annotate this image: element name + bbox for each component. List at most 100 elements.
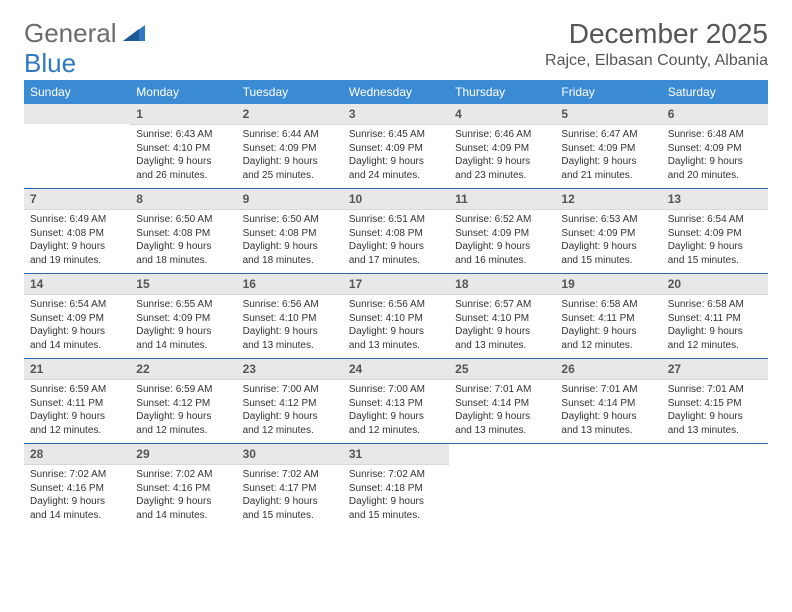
sunset-text: Sunset: 4:14 PM	[455, 397, 549, 411]
day-info	[662, 450, 768, 508]
day-info: Sunrise: 7:01 AMSunset: 4:14 PMDaylight:…	[555, 380, 661, 443]
daylight-text: Daylight: 9 hours and 19 minutes.	[30, 240, 124, 267]
date-number: 27	[662, 359, 768, 380]
date-number: 30	[237, 444, 343, 465]
sunrise-text: Sunrise: 6:53 AM	[561, 213, 655, 227]
day-info: Sunrise: 7:00 AMSunset: 4:13 PMDaylight:…	[343, 380, 449, 443]
date-number: 24	[343, 359, 449, 380]
weekday-header-cell: Wednesday	[343, 80, 449, 104]
sunrise-text: Sunrise: 6:45 AM	[349, 128, 443, 142]
day-cell	[555, 444, 661, 528]
week-row: 1Sunrise: 6:43 AMSunset: 4:10 PMDaylight…	[24, 104, 768, 189]
date-number: 22	[130, 359, 236, 380]
day-cell: 1Sunrise: 6:43 AMSunset: 4:10 PMDaylight…	[130, 104, 236, 188]
date-number	[24, 104, 130, 124]
day-info	[24, 124, 130, 182]
day-info: Sunrise: 7:02 AMSunset: 4:18 PMDaylight:…	[343, 465, 449, 528]
daylight-text: Daylight: 9 hours and 13 minutes.	[561, 410, 655, 437]
day-cell	[449, 444, 555, 528]
day-info: Sunrise: 6:57 AMSunset: 4:10 PMDaylight:…	[449, 295, 555, 358]
sunset-text: Sunset: 4:12 PM	[136, 397, 230, 411]
day-cell: 6Sunrise: 6:48 AMSunset: 4:09 PMDaylight…	[662, 104, 768, 188]
day-info: Sunrise: 6:46 AMSunset: 4:09 PMDaylight:…	[449, 125, 555, 188]
sunset-text: Sunset: 4:09 PM	[455, 227, 549, 241]
weekday-header-cell: Monday	[130, 80, 236, 104]
sunset-text: Sunset: 4:10 PM	[136, 142, 230, 156]
sunset-text: Sunset: 4:09 PM	[455, 142, 549, 156]
sunset-text: Sunset: 4:10 PM	[455, 312, 549, 326]
day-info: Sunrise: 7:02 AMSunset: 4:16 PMDaylight:…	[130, 465, 236, 528]
day-cell: 9Sunrise: 6:50 AMSunset: 4:08 PMDaylight…	[237, 189, 343, 273]
day-info: Sunrise: 7:02 AMSunset: 4:17 PMDaylight:…	[237, 465, 343, 528]
day-info: Sunrise: 6:45 AMSunset: 4:09 PMDaylight:…	[343, 125, 449, 188]
sunset-text: Sunset: 4:09 PM	[243, 142, 337, 156]
day-cell: 18Sunrise: 6:57 AMSunset: 4:10 PMDayligh…	[449, 274, 555, 358]
sunrise-text: Sunrise: 7:02 AM	[349, 468, 443, 482]
date-number: 4	[449, 104, 555, 125]
weekday-header-row: SundayMondayTuesdayWednesdayThursdayFrid…	[24, 80, 768, 104]
date-number: 29	[130, 444, 236, 465]
day-info: Sunrise: 7:00 AMSunset: 4:12 PMDaylight:…	[237, 380, 343, 443]
sunset-text: Sunset: 4:12 PM	[243, 397, 337, 411]
date-number: 20	[662, 274, 768, 295]
date-number: 3	[343, 104, 449, 125]
daylight-text: Daylight: 9 hours and 15 minutes.	[243, 495, 337, 522]
brand-logo: General	[24, 18, 147, 49]
sunset-text: Sunset: 4:10 PM	[243, 312, 337, 326]
sunset-text: Sunset: 4:13 PM	[349, 397, 443, 411]
sunset-text: Sunset: 4:11 PM	[668, 312, 762, 326]
sunset-text: Sunset: 4:10 PM	[349, 312, 443, 326]
daylight-text: Daylight: 9 hours and 13 minutes.	[455, 410, 549, 437]
sunrise-text: Sunrise: 6:56 AM	[243, 298, 337, 312]
daylight-text: Daylight: 9 hours and 18 minutes.	[136, 240, 230, 267]
sunrise-text: Sunrise: 7:01 AM	[455, 383, 549, 397]
daylight-text: Daylight: 9 hours and 13 minutes.	[455, 325, 549, 352]
week-row: 28Sunrise: 7:02 AMSunset: 4:16 PMDayligh…	[24, 444, 768, 528]
day-info	[555, 450, 661, 508]
sunrise-text: Sunrise: 6:46 AM	[455, 128, 549, 142]
day-cell	[662, 444, 768, 528]
date-number: 14	[24, 274, 130, 295]
location-text: Rajce, Elbasan County, Albania	[545, 52, 768, 70]
sunrise-text: Sunrise: 6:59 AM	[30, 383, 124, 397]
day-info: Sunrise: 6:56 AMSunset: 4:10 PMDaylight:…	[343, 295, 449, 358]
date-number: 23	[237, 359, 343, 380]
sunset-text: Sunset: 4:08 PM	[30, 227, 124, 241]
day-info: Sunrise: 6:53 AMSunset: 4:09 PMDaylight:…	[555, 210, 661, 273]
sunset-text: Sunset: 4:08 PM	[349, 227, 443, 241]
date-number: 7	[24, 189, 130, 210]
day-cell: 13Sunrise: 6:54 AMSunset: 4:09 PMDayligh…	[662, 189, 768, 273]
sunrise-text: Sunrise: 7:02 AM	[136, 468, 230, 482]
day-info: Sunrise: 6:44 AMSunset: 4:09 PMDaylight:…	[237, 125, 343, 188]
sunrise-text: Sunrise: 6:56 AM	[349, 298, 443, 312]
sunrise-text: Sunrise: 6:54 AM	[30, 298, 124, 312]
day-cell: 8Sunrise: 6:50 AMSunset: 4:08 PMDaylight…	[130, 189, 236, 273]
daylight-text: Daylight: 9 hours and 12 minutes.	[243, 410, 337, 437]
sunrise-text: Sunrise: 6:57 AM	[455, 298, 549, 312]
daylight-text: Daylight: 9 hours and 14 minutes.	[30, 495, 124, 522]
sunset-text: Sunset: 4:16 PM	[136, 482, 230, 496]
day-info: Sunrise: 7:01 AMSunset: 4:14 PMDaylight:…	[449, 380, 555, 443]
weekday-header-cell: Tuesday	[237, 80, 343, 104]
daylight-text: Daylight: 9 hours and 15 minutes.	[668, 240, 762, 267]
brand-part1: General	[24, 18, 117, 49]
day-cell: 11Sunrise: 6:52 AMSunset: 4:09 PMDayligh…	[449, 189, 555, 273]
date-number: 25	[449, 359, 555, 380]
daylight-text: Daylight: 9 hours and 15 minutes.	[561, 240, 655, 267]
daylight-text: Daylight: 9 hours and 12 minutes.	[136, 410, 230, 437]
daylight-text: Daylight: 9 hours and 24 minutes.	[349, 155, 443, 182]
date-number: 1	[130, 104, 236, 125]
day-cell: 31Sunrise: 7:02 AMSunset: 4:18 PMDayligh…	[343, 444, 449, 528]
sunrise-text: Sunrise: 7:02 AM	[243, 468, 337, 482]
day-cell: 26Sunrise: 7:01 AMSunset: 4:14 PMDayligh…	[555, 359, 661, 443]
sunrise-text: Sunrise: 6:52 AM	[455, 213, 549, 227]
day-info: Sunrise: 6:54 AMSunset: 4:09 PMDaylight:…	[24, 295, 130, 358]
daylight-text: Daylight: 9 hours and 13 minutes.	[243, 325, 337, 352]
date-number: 8	[130, 189, 236, 210]
day-cell: 14Sunrise: 6:54 AMSunset: 4:09 PMDayligh…	[24, 274, 130, 358]
sunrise-text: Sunrise: 7:00 AM	[243, 383, 337, 397]
day-cell: 15Sunrise: 6:55 AMSunset: 4:09 PMDayligh…	[130, 274, 236, 358]
daylight-text: Daylight: 9 hours and 13 minutes.	[668, 410, 762, 437]
weekday-header-cell: Sunday	[24, 80, 130, 104]
sunrise-text: Sunrise: 6:49 AM	[30, 213, 124, 227]
